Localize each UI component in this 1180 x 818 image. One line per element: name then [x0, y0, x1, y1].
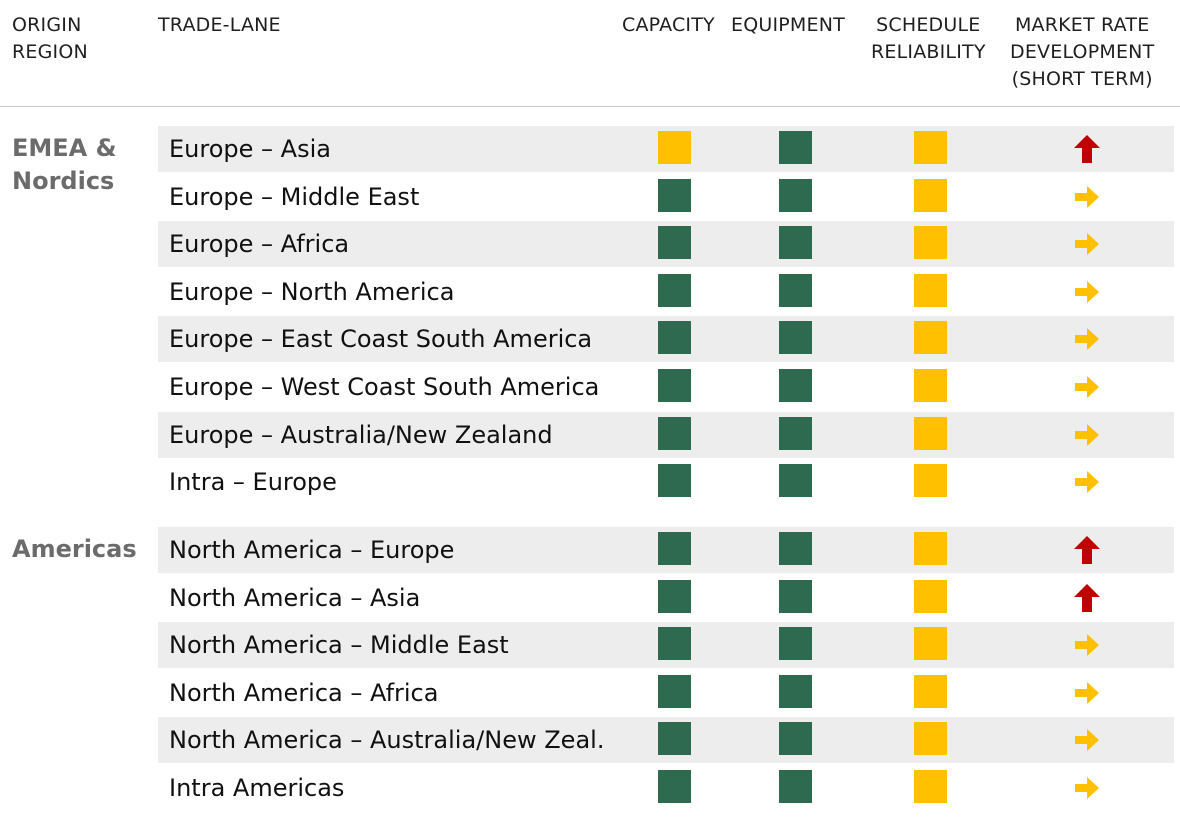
schedule-indicator-yellow: [914, 179, 947, 212]
origin-region-label: Americas: [12, 535, 137, 563]
schedule-indicator-yellow: [914, 417, 947, 450]
header-trade-lane: TRADE-LANE: [158, 14, 281, 36]
header-market-rate: MARKET RATE DEVELOPMENT (SHORT TERM): [1010, 14, 1155, 90]
trade-lane-name: North America – Middle East: [169, 631, 509, 659]
schedule-indicator-yellow: [914, 532, 947, 565]
header-capacity: CAPACITY: [622, 14, 715, 36]
schedule-indicator-yellow: [914, 675, 947, 708]
table-row: North America – Africa: [158, 670, 1174, 716]
capacity-indicator-green: [658, 627, 691, 660]
trade-lane-name: North America – Africa: [169, 679, 439, 707]
trade-lane-name: Europe – Asia: [169, 135, 331, 163]
table-row: Europe – Asia: [158, 126, 1174, 172]
right-arrow-icon: [1075, 186, 1099, 208]
equipment-indicator-green: [779, 321, 812, 354]
capacity-indicator-green: [658, 369, 691, 402]
equipment-indicator-green: [779, 675, 812, 708]
right-arrow-icon: [1075, 682, 1099, 704]
equipment-indicator-green: [779, 627, 812, 660]
up-arrow-icon: [1074, 135, 1100, 163]
capacity-indicator-green: [658, 321, 691, 354]
header-schedule-reliability: SCHEDULE RELIABILITY: [871, 14, 986, 63]
equipment-indicator-green: [779, 274, 812, 307]
capacity-indicator-yellow: [658, 131, 691, 164]
header-origin-region: ORIGIN REGION: [12, 14, 88, 63]
trade-lane-name: Europe – West Coast South America: [169, 373, 600, 401]
table-row: Europe – Middle East: [158, 174, 1174, 220]
schedule-indicator-yellow: [914, 580, 947, 613]
right-arrow-icon: [1075, 328, 1099, 350]
right-arrow-icon: [1075, 233, 1099, 255]
trade-lane-name: North America – Asia: [169, 584, 421, 612]
origin-region-label: EMEA & Nordics: [12, 134, 117, 195]
trade-lane-name: Europe – East Coast South America: [169, 325, 593, 353]
capacity-indicator-green: [658, 675, 691, 708]
table-row: Europe – North America: [158, 269, 1174, 315]
schedule-indicator-yellow: [914, 627, 947, 660]
trade-lane-name: Europe – Middle East: [169, 183, 420, 211]
table-row: North America – Australia/New Zeal.: [158, 717, 1174, 763]
schedule-indicator-yellow: [914, 131, 947, 164]
trade-lane-name: Intra – Europe: [169, 468, 337, 496]
up-arrow-icon: [1074, 536, 1100, 564]
table-row: North America – Asia: [158, 575, 1174, 621]
table-row: Europe – East Coast South America: [158, 316, 1174, 362]
capacity-indicator-green: [658, 580, 691, 613]
equipment-indicator-green: [779, 131, 812, 164]
trade-lane-name: Intra Americas: [169, 774, 345, 802]
trade-lane-name: Europe – Australia/New Zealand: [169, 421, 553, 449]
capacity-indicator-green: [658, 770, 691, 803]
equipment-indicator-green: [779, 722, 812, 755]
schedule-indicator-yellow: [914, 274, 947, 307]
table-row: Europe – West Coast South America: [158, 364, 1174, 410]
right-arrow-icon: [1075, 424, 1099, 446]
table-row: North America – Europe: [158, 527, 1174, 573]
capacity-indicator-green: [658, 417, 691, 450]
schedule-indicator-yellow: [914, 321, 947, 354]
trade-lane-name: Europe – Africa: [169, 230, 350, 258]
right-arrow-icon: [1075, 471, 1099, 493]
capacity-indicator-green: [658, 464, 691, 497]
header-equipment: EQUIPMENT: [731, 14, 845, 36]
equipment-indicator-green: [779, 770, 812, 803]
capacity-indicator-green: [658, 722, 691, 755]
capacity-indicator-green: [658, 226, 691, 259]
right-arrow-icon: [1075, 777, 1099, 799]
equipment-indicator-green: [779, 464, 812, 497]
up-arrow-icon: [1074, 584, 1100, 612]
table-row: Europe – Africa: [158, 221, 1174, 267]
trade-lane-name: North America – Europe: [169, 536, 455, 564]
capacity-indicator-green: [658, 179, 691, 212]
trade-lane-name: North America – Australia/New Zeal.: [169, 726, 605, 754]
table-row: Europe – Australia/New Zealand: [158, 412, 1174, 458]
table-row: Intra – Europe: [158, 459, 1174, 505]
schedule-indicator-yellow: [914, 369, 947, 402]
capacity-indicator-green: [658, 532, 691, 565]
table-row: North America – Middle East: [158, 622, 1174, 668]
right-arrow-icon: [1075, 634, 1099, 656]
table-row: Intra Americas: [158, 765, 1174, 811]
equipment-indicator-green: [779, 179, 812, 212]
schedule-indicator-yellow: [914, 770, 947, 803]
equipment-indicator-green: [779, 580, 812, 613]
right-arrow-icon: [1075, 281, 1099, 303]
schedule-indicator-yellow: [914, 464, 947, 497]
right-arrow-icon: [1075, 376, 1099, 398]
schedule-indicator-yellow: [914, 226, 947, 259]
capacity-indicator-green: [658, 274, 691, 307]
equipment-indicator-green: [779, 369, 812, 402]
equipment-indicator-green: [779, 417, 812, 450]
header-divider: [0, 106, 1180, 107]
right-arrow-icon: [1075, 729, 1099, 751]
equipment-indicator-green: [779, 226, 812, 259]
schedule-indicator-yellow: [914, 722, 947, 755]
trade-lane-name: Europe – North America: [169, 278, 455, 306]
equipment-indicator-green: [779, 532, 812, 565]
